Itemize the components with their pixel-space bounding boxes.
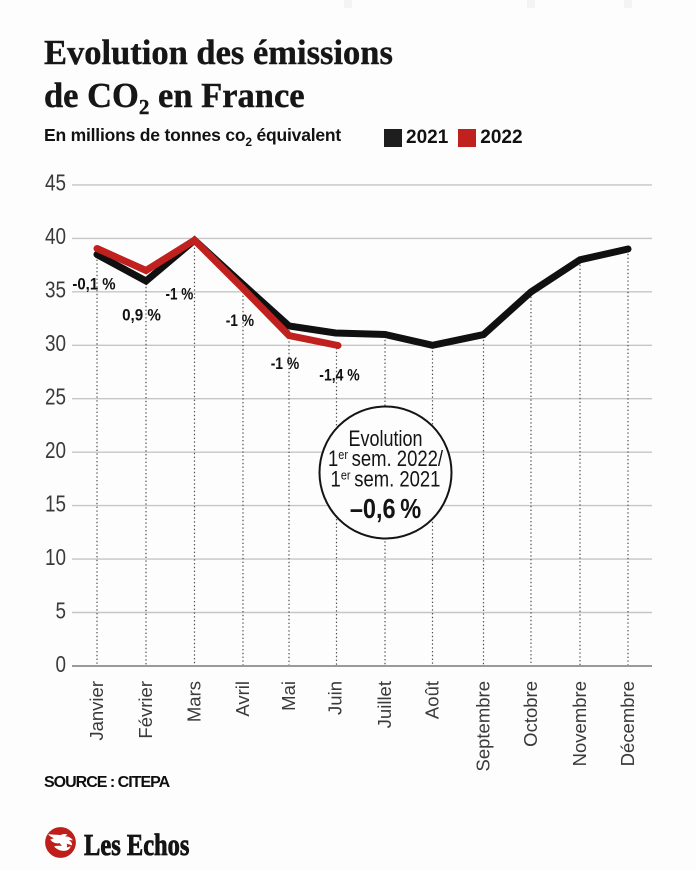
svg-text:25: 25 <box>45 384 66 410</box>
svg-text:Février: Février <box>135 681 156 739</box>
svg-text:-1,4 %: -1,4 % <box>319 367 360 385</box>
svg-text:5: 5 <box>56 597 67 623</box>
svg-text:Mai: Mai <box>278 681 299 711</box>
svg-text:0,9 %: 0,9 % <box>122 307 161 325</box>
svg-text:20: 20 <box>45 437 66 463</box>
svg-text:Juin: Juin <box>325 681 346 715</box>
svg-text:Septembre: Septembre <box>473 681 494 772</box>
svg-text:Novembre: Novembre <box>569 681 590 766</box>
svg-text:40: 40 <box>45 223 66 249</box>
svg-text:Octobre: Octobre <box>520 681 541 747</box>
svg-text:Avril: Avril <box>232 681 253 717</box>
svg-text:Evolution: Evolution <box>349 428 423 452</box>
svg-text:35: 35 <box>45 277 66 303</box>
svg-text:45: 45 <box>45 170 66 196</box>
svg-text:-1 %: -1 % <box>166 286 194 304</box>
svg-text:Décembre: Décembre <box>617 681 638 766</box>
svg-text:Mars: Mars <box>184 681 205 722</box>
svg-text:-1 %: -1 % <box>271 355 300 373</box>
svg-text:30: 30 <box>45 330 66 356</box>
svg-text:Janvier: Janvier <box>86 681 107 741</box>
svg-text:-1 %: -1 % <box>226 312 255 330</box>
svg-text:0: 0 <box>56 651 67 677</box>
svg-text:Août: Août <box>422 681 443 719</box>
svg-text:15: 15 <box>45 490 66 516</box>
svg-text:-0,1 %: -0,1 % <box>72 276 115 294</box>
svg-text:–0,6 %: –0,6 % <box>350 494 421 524</box>
svg-text:Juillet: Juillet <box>374 681 395 728</box>
svg-text:10: 10 <box>45 544 66 570</box>
svg-text:1er sem. 2022/: 1er sem. 2022/ <box>328 447 443 471</box>
